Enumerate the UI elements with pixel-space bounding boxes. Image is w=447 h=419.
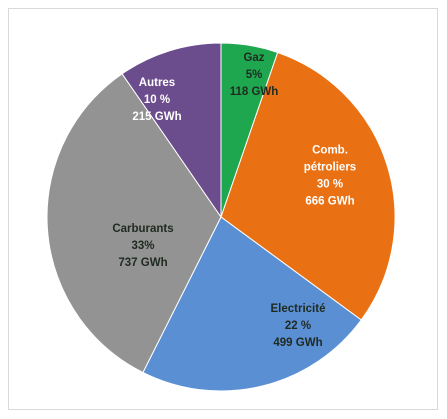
pie-slice-2	[142, 216, 362, 392]
slice-label-3: Carburants 33% 737 GWh	[112, 223, 173, 269]
slice-label-2: Electricité 22 % 499 GWh	[271, 303, 326, 349]
slice-label-4: Autres 10 % 215 GWh	[132, 77, 181, 123]
pie-slice-3	[46, 73, 222, 374]
slice-label-1: Comb. pétroliers 30 % 666 GWh	[304, 145, 356, 208]
slice-label-0: Gaz 5% 118 GWh	[230, 52, 279, 98]
pie-slice-1	[220, 51, 396, 321]
pie-slice-4	[121, 42, 222, 219]
